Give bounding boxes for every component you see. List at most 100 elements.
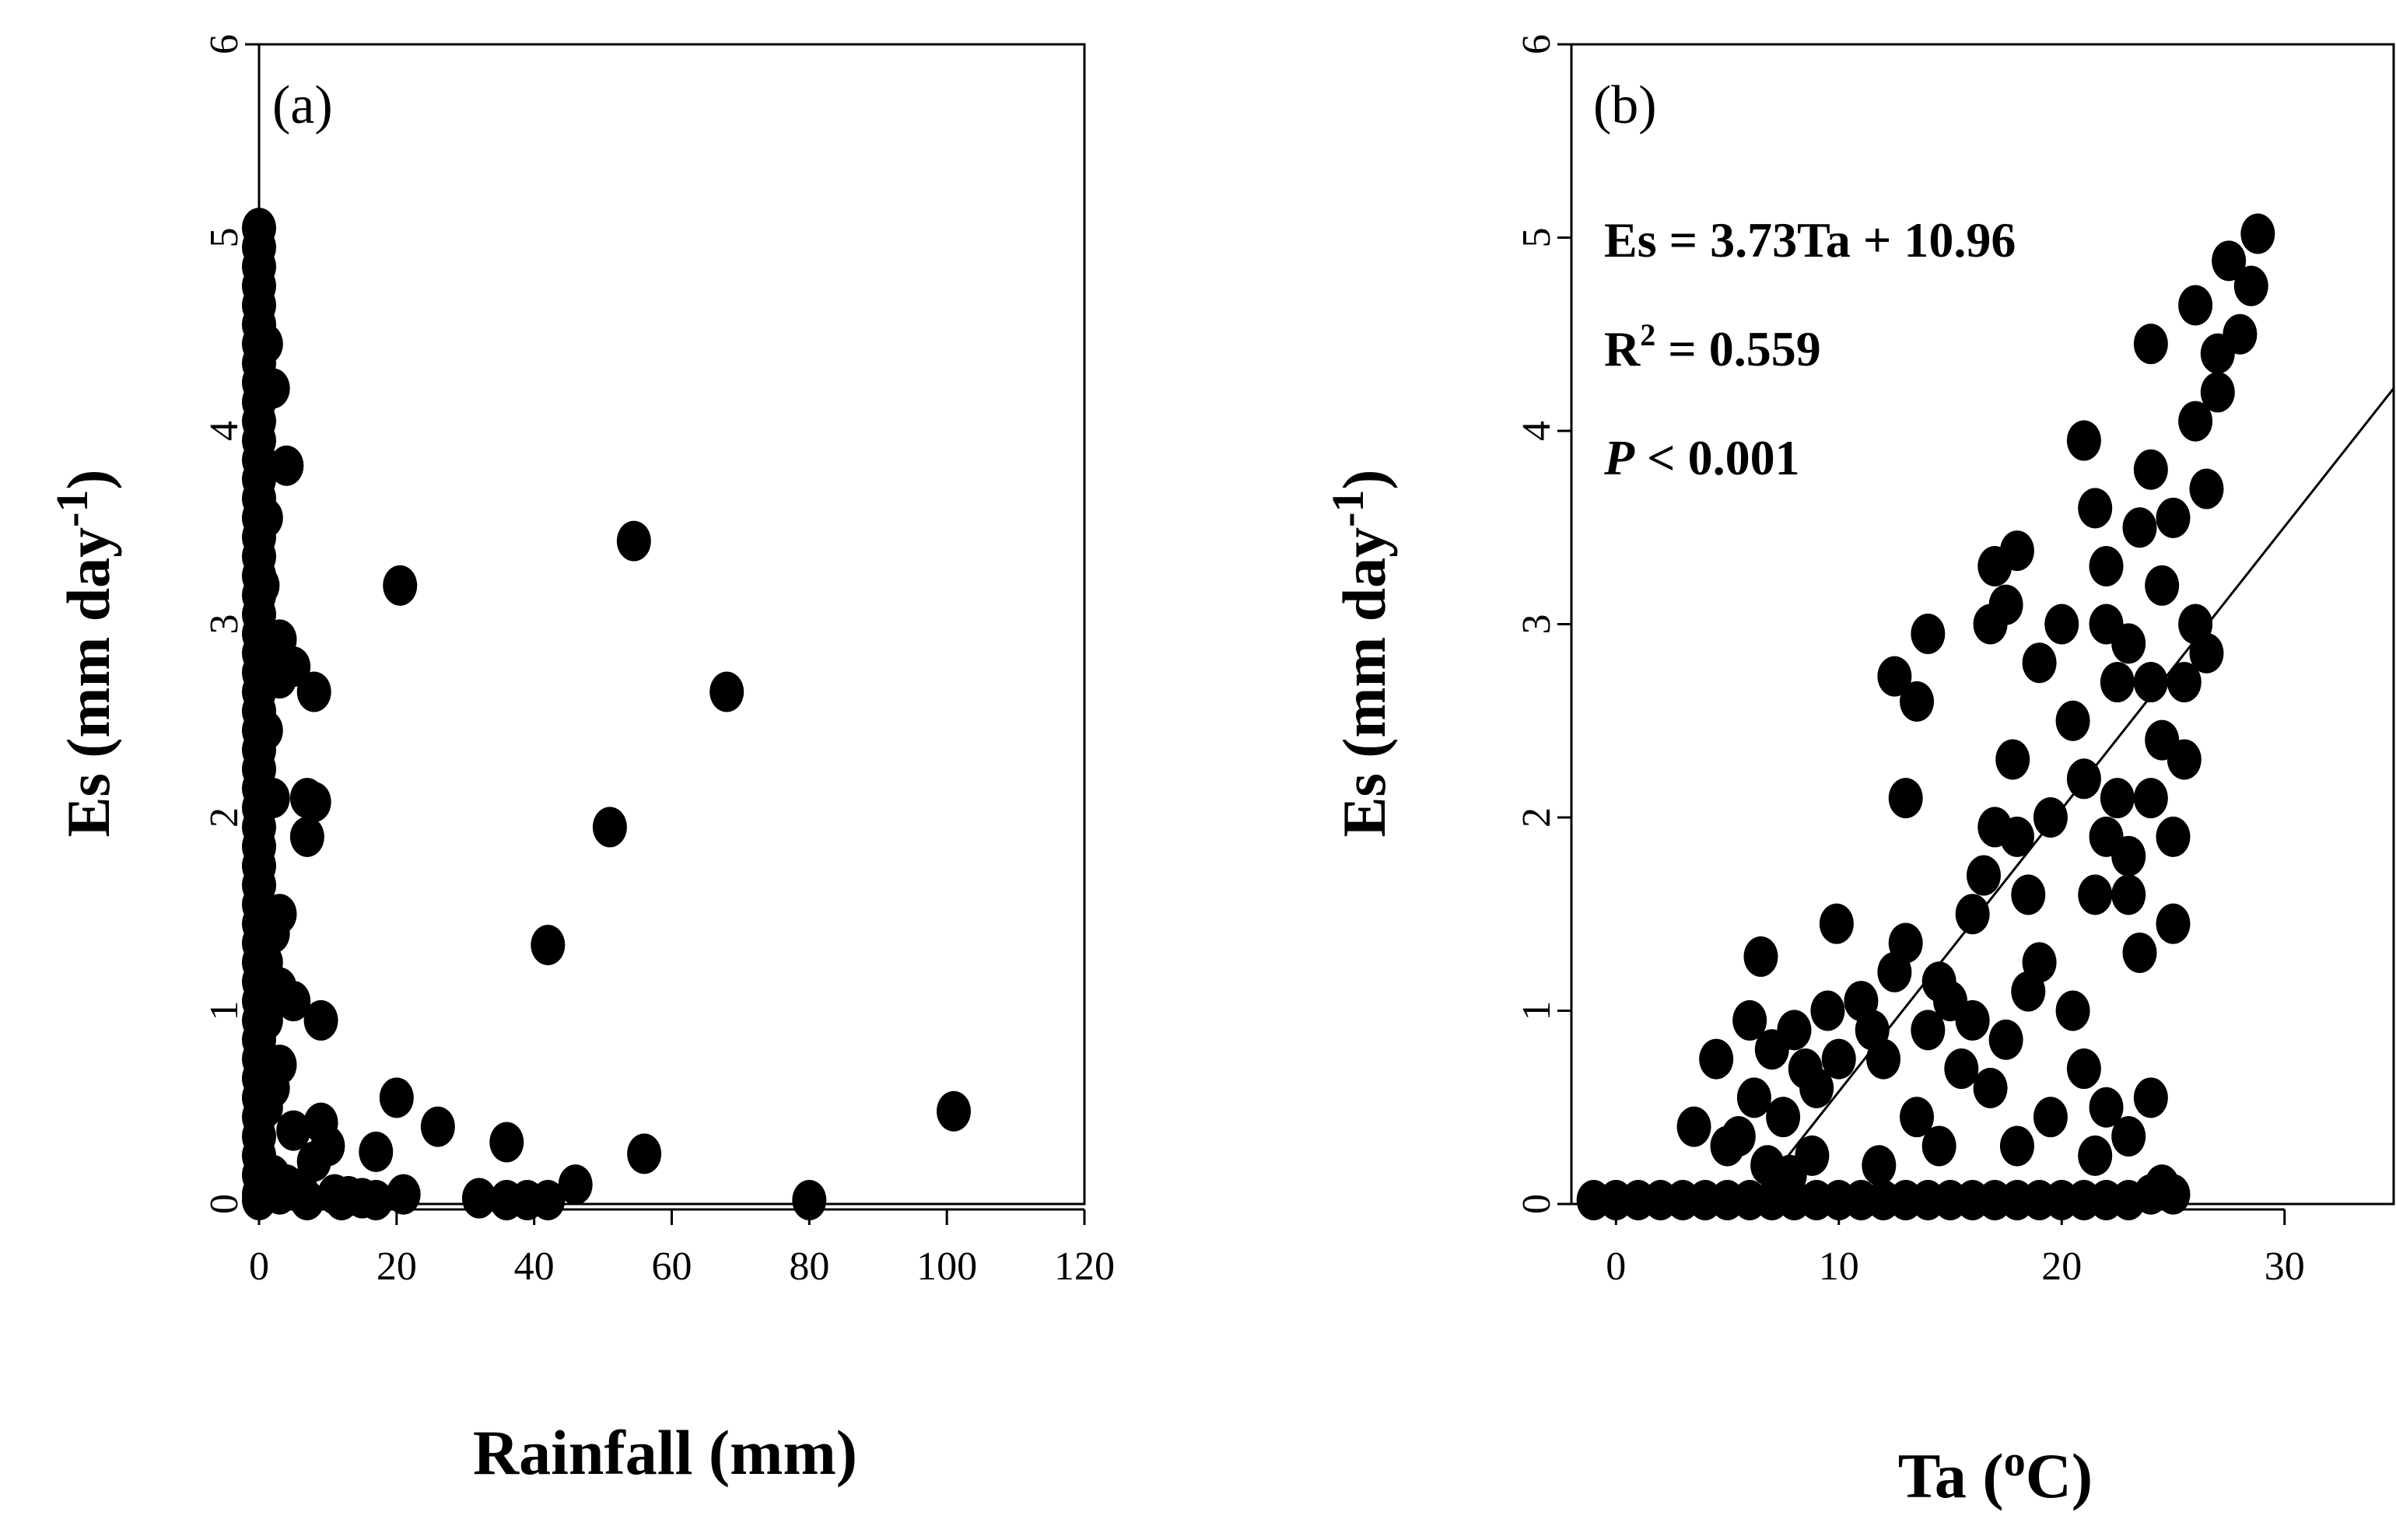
- panel-b-data-point: [2111, 874, 2146, 915]
- panel-a-data-point: [269, 445, 304, 486]
- panel-b-data-point: [1821, 1038, 1856, 1080]
- panel-a-data-point: [289, 1180, 324, 1221]
- panel-a-x-tick-label: 80: [789, 1244, 829, 1289]
- panel-a-data-point: [324, 1180, 359, 1221]
- panel-b-data-point: [1955, 999, 1990, 1041]
- panel-b-data-point: [2078, 874, 2113, 915]
- panel-b-y-tick-label: 2: [1515, 807, 1559, 828]
- panel-a-y-title-sup: -1: [47, 489, 97, 527]
- panel-a-y-title-close: ): [54, 470, 122, 490]
- panel-a-x-tick-label: 0: [249, 1244, 269, 1289]
- panel-a-y-axis-title: Es (mm day-1): [47, 470, 122, 838]
- panel-b-data-point: [1810, 990, 1845, 1031]
- panel-b-equation: Es = 3.73Ta + 10.96: [1604, 212, 2016, 268]
- panel-a-data-point: [296, 671, 331, 712]
- panel-a-x-tick-label: 100: [916, 1244, 977, 1289]
- panel-a-data-point: [303, 999, 338, 1041]
- panel-b-data-point: [2089, 1087, 2124, 1128]
- panel-b-data-point: [2055, 990, 2090, 1031]
- panel-b-data-point: [2223, 313, 2258, 355]
- panel-a-data-point: [248, 497, 283, 538]
- panel-b-y-tick-label: 1: [1515, 1001, 1559, 1021]
- panel-a-data-point: [489, 1122, 524, 1163]
- panel-b-data-point: [2055, 700, 2090, 741]
- panel-b-data-point: [1750, 1145, 1785, 1186]
- panel-a-data-point: [248, 710, 283, 751]
- panel-a-data-point: [937, 1090, 972, 1132]
- panel-b-data-point: [1721, 1116, 1756, 1157]
- panel-a-points: [242, 208, 972, 1221]
- panel-b-data-point: [1999, 530, 2034, 572]
- panel-b-data-point: [1866, 1038, 1901, 1080]
- panel-a-data-point: [255, 368, 290, 409]
- panel-b-data-point: [2189, 632, 2224, 674]
- panel-b-data-point: [2212, 240, 2247, 282]
- panel-a-y-title-main: Es (mm day: [54, 527, 122, 838]
- panel-a-data-point: [627, 1133, 662, 1174]
- panel-b-data-point: [2111, 1116, 2146, 1157]
- panel-b-data-point: [2066, 1048, 2101, 1090]
- panel-b-y-tick-label: 3: [1515, 614, 1559, 635]
- panel-b-data-point: [2111, 835, 2146, 877]
- panel-a-x-tick-label: 120: [1054, 1244, 1115, 1289]
- panel-b-data-point: [1819, 903, 1854, 944]
- panel-b-data-point: [1795, 1135, 1830, 1176]
- panel-a-data-point: [709, 671, 744, 712]
- panel-b-data-point: [1877, 656, 1912, 697]
- panel-a-y-tick-label: 2: [202, 807, 247, 828]
- panel-a-data-point: [359, 1131, 394, 1172]
- panel-b-data-point: [2089, 545, 2124, 586]
- panel-b-data-point: [2240, 213, 2275, 254]
- panel-a-data-point: [276, 981, 311, 1022]
- panel-b-data-point: [2033, 1097, 2068, 1138]
- panel-b-data-point: [2200, 372, 2235, 413]
- panel-a-y-tick-label: 1: [202, 1001, 247, 1021]
- panel-b-data-point: [2100, 662, 2135, 703]
- panel-b-data-point: [2167, 662, 2202, 703]
- panel-b-data-point: [2122, 507, 2157, 548]
- panel-a-x-tick-label: 40: [514, 1244, 555, 1289]
- panel-b-data-point: [1973, 1067, 2008, 1108]
- panel-a-data-point: [262, 658, 297, 699]
- panel-a-y-tick-label: 3: [202, 614, 247, 635]
- panel-b-data-point: [1988, 1019, 2023, 1060]
- panel-a-data-point: [379, 1077, 414, 1118]
- panel-a-data-point: [245, 565, 280, 606]
- panel-b-x-tick-label: 0: [1606, 1244, 1626, 1289]
- panel-b-data-point: [1900, 1097, 1935, 1138]
- panel-b-data-point: [1736, 1077, 1771, 1118]
- panel-b-data-point: [2145, 565, 2180, 606]
- panel-b-y-tick-label: 6: [1515, 34, 1559, 54]
- panel-b-data-point: [2167, 739, 2202, 780]
- panel-b-axes: 0 1 2 3 4 5 6 0 10 20 30: [1515, 34, 2395, 1289]
- panel-b-data-point: [1944, 1048, 1979, 1090]
- panel-b-data-point: [1973, 604, 2008, 645]
- panel-b-data-point: [1676, 1106, 1711, 1147]
- panel-a-y-tick-label: 6: [202, 34, 247, 54]
- panel-a-y-tick-label: 4: [202, 421, 247, 441]
- panel-b-x-tick-label: 30: [2265, 1244, 2305, 1289]
- panel-b-data-point: [2122, 932, 2157, 973]
- panel-b-y-tick-label: 5: [1515, 228, 1559, 248]
- panel-a-data-point: [255, 778, 290, 819]
- panel-b-data-point: [1699, 1038, 1734, 1080]
- panel-b-data-point: [2078, 488, 2113, 529]
- panel-a-data-point: [558, 1164, 593, 1206]
- panel-b-data-point: [1995, 739, 2030, 780]
- panel-b-regression-line: [1760, 387, 2395, 1192]
- panel-a-x-axis-title: Rainfall (mm): [473, 1417, 857, 1488]
- panel-b-data-point: [2156, 903, 2191, 944]
- panel-a-data-point: [383, 565, 418, 606]
- panel-a-data-point: [289, 816, 324, 857]
- panel-b-data-point: [2022, 642, 2057, 684]
- panel-b-data-point: [1967, 855, 2001, 896]
- panel-b-data-point: [1766, 1097, 1801, 1138]
- panel-b-x-tick-label: 20: [2041, 1244, 2082, 1289]
- panel-b-data-point: [2033, 797, 2068, 838]
- panel-b-data-point: [2178, 401, 2213, 442]
- panel-a-data-point: [616, 520, 651, 562]
- panel-b-data-point: [2066, 420, 2101, 461]
